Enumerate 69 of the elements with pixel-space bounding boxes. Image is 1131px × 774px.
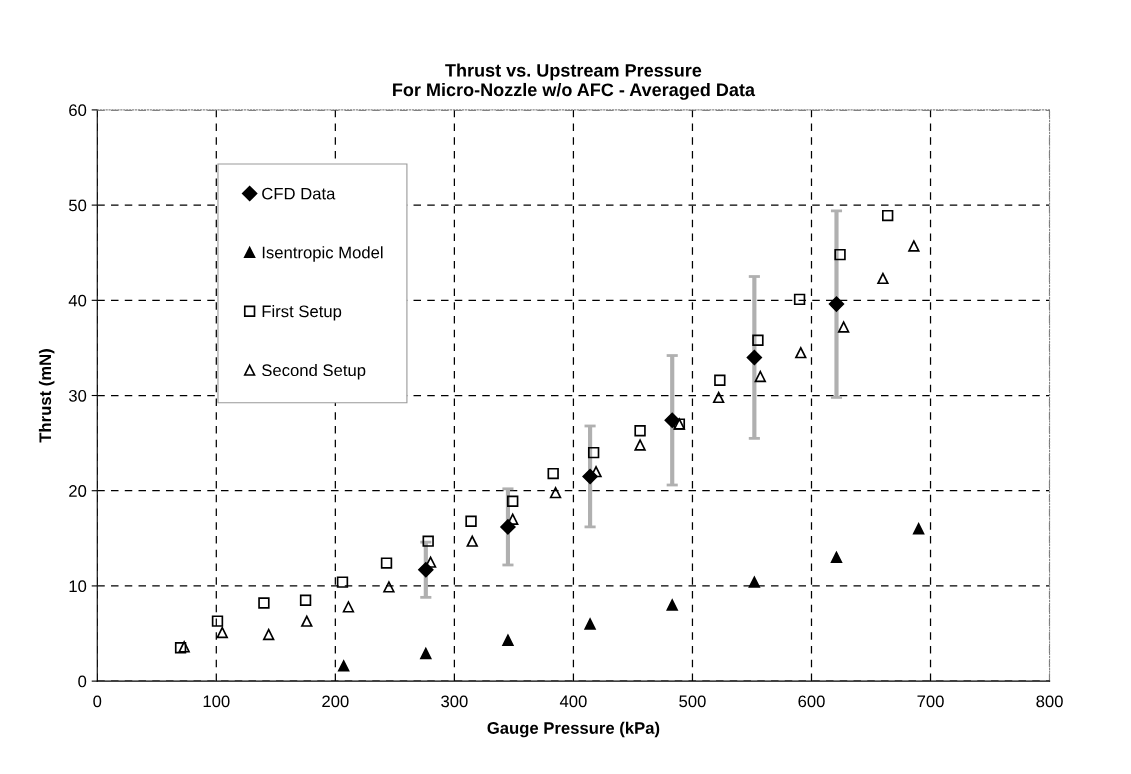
x-tick-label: 0 (93, 695, 102, 708)
point (500, 519, 516, 535)
point (342, 601, 355, 613)
point (714, 374, 726, 386)
point (549, 486, 562, 499)
x-tick-label: 600 (798, 695, 825, 708)
point (420, 647, 432, 660)
point (881, 209, 894, 222)
point (584, 618, 596, 630)
point (418, 562, 434, 578)
point (258, 597, 270, 609)
point (502, 634, 514, 646)
legend-label: First Setup (262, 305, 342, 321)
y-tick-label: 0 (78, 675, 87, 688)
point (211, 615, 224, 627)
point (634, 439, 646, 451)
y-tick-label: 10 (69, 580, 87, 593)
y-tick-label: 50 (68, 199, 87, 212)
point (666, 599, 678, 611)
point (262, 628, 275, 641)
legend-label: Isentropic Model (262, 246, 383, 262)
y-tick-label: 60 (69, 104, 87, 117)
x-tick-label: 100 (203, 695, 230, 708)
point (754, 370, 767, 383)
x-tick-label: 400 (559, 695, 587, 708)
x-tick-label: 700 (917, 695, 944, 708)
point (752, 334, 764, 346)
point (582, 468, 598, 485)
x-tick-label: 300 (441, 695, 468, 708)
point (178, 641, 190, 653)
point (912, 523, 925, 535)
point (465, 515, 477, 527)
point (547, 467, 559, 480)
point (634, 425, 646, 437)
point (507, 495, 519, 507)
point (837, 321, 850, 333)
point (830, 551, 843, 564)
y-tick-label: 20 (69, 485, 87, 497)
point (337, 660, 350, 672)
x-tick-label: 500 (679, 695, 706, 708)
point (299, 594, 312, 606)
chart-title: Thrust vs. Upstream Pressure For Micro-Nozzle w/o AFC - Averaged Data (393, 63, 756, 100)
point (336, 576, 349, 588)
point (587, 446, 600, 459)
point (174, 642, 187, 654)
legend-label: CFD Data (262, 187, 336, 200)
point (795, 346, 807, 359)
point (422, 535, 434, 547)
point (748, 576, 761, 588)
point (664, 412, 680, 428)
point (301, 615, 313, 627)
y-axis-title: Thrust (mN) (38, 349, 55, 443)
point (712, 391, 725, 404)
y-tick-label: 40 (68, 294, 87, 307)
point (466, 535, 478, 547)
x-axis-title: Gauge Pressure (kPa) (487, 721, 660, 738)
point (877, 272, 889, 285)
point (746, 349, 763, 366)
point (828, 296, 845, 312)
point (380, 557, 393, 569)
legend-label: Second Setup (262, 363, 366, 380)
point (216, 626, 228, 639)
point (793, 293, 806, 306)
y-tick-label: 30 (68, 389, 87, 402)
point (834, 248, 846, 261)
point (908, 240, 920, 252)
x-tick-label: 200 (322, 695, 349, 708)
point (383, 581, 395, 593)
x-tick-label: 800 (1036, 695, 1063, 708)
